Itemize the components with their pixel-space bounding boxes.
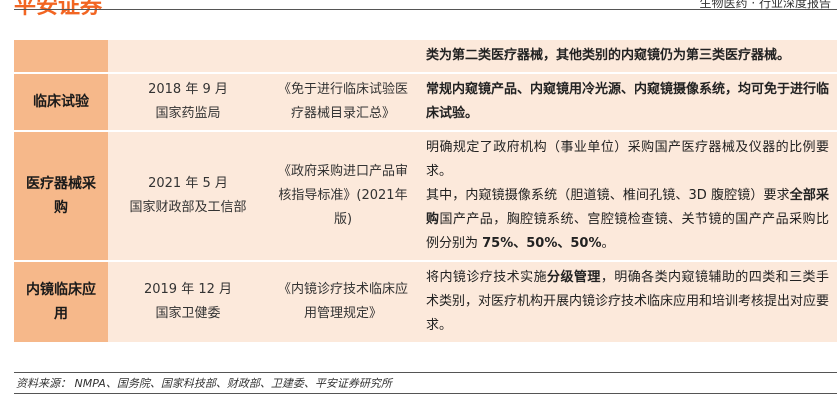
content-text: 分级管理 xyxy=(547,270,601,285)
content-paragraph: 其中，内窥镜摄像系统（胆道镜、椎间孔镜、3D 腹腔镜）要求全部采购国产产品，胸腔… xyxy=(426,184,829,256)
content-text: 国产产品，胸腔镜系统、宫腔镜检查镜、关节镜的国产产品采购比例分别为 xyxy=(426,212,829,251)
report-type: 生物医药 · 行业深度报告 xyxy=(699,0,831,10)
agency: 国家药监局 xyxy=(155,106,221,121)
content-paragraph: 明确规定了政府机构（事业单位）采购国产医疗器械及仪器的比例要求。 xyxy=(426,136,829,184)
content-text: 明确规定了政府机构（事业单位）采购国产医疗器械及仪器的比例要求。 xyxy=(426,140,829,179)
content-text: ，明确各类内窥镜辅助的四类和三类手术类别，对医疗机构开展内镜诊疗技术临床应用和培… xyxy=(426,270,830,333)
content-text: 类为第二类医疗器械，其他类别的内窥镜仍为第三类医疗器械。 xyxy=(426,48,791,63)
table-row: 临床试验 2018 年 9 月国家药监局 《免于进行临床试验医疗器械目录汇总》 常规内… xyxy=(14,74,837,130)
document-cell: 《政府采购进口产品审核指导标准》(2021年版) xyxy=(268,132,418,260)
content-paragraph: 类为第二类医疗器械，其他类别的内窥镜仍为第三类医疗器械。 xyxy=(426,44,829,68)
content-cell: 明确规定了政府机构（事业单位）采购国产医疗器械及仪器的比例要求。其中，内窥镜摄像… xyxy=(418,132,837,260)
table-body: 类为第二类医疗器械，其他类别的内窥镜仍为第三类医疗器械。临床试验 2018 年 9… xyxy=(14,40,837,342)
document-cell: 《免于进行临床试验医疗器械目录汇总》 xyxy=(268,74,418,130)
source-note: 资料来源： NMPA、国务院、国家科技部、财政部、卫建委、平安证券研究所 xyxy=(16,377,392,390)
policy-table: 类为第二类医疗器械，其他类别的内窥镜仍为第三类医疗器械。临床试验 2018 年 9… xyxy=(14,38,837,344)
header-rule xyxy=(14,9,837,10)
content-cell: 常规内窥镜产品、内窥镜用冷光源、内窥镜摄像系统，均可免于进行临床试验。 xyxy=(418,74,837,130)
document-cell: 《内镜诊疗技术临床应用管理规定》 xyxy=(268,262,418,342)
content-paragraph: 常规内窥镜产品、内窥镜用冷光源、内窥镜摄像系统，均可免于进行临床试验。 xyxy=(426,78,829,126)
category: 医疗器械采购 xyxy=(26,176,96,216)
content-text: 将内镜诊疗技术实施 xyxy=(426,270,548,285)
document: 《政府采购进口产品审核指导标准》(2021年版) xyxy=(277,164,408,227)
logo: 平安证券 xyxy=(14,0,103,19)
table-row: 类为第二类医疗器械，其他类别的内窥镜仍为第三类医疗器械。 xyxy=(14,40,837,72)
date: 2019 年 12 月 xyxy=(143,282,233,297)
category: 内镜临床应用 xyxy=(26,282,96,322)
date: 2018 年 9 月 xyxy=(148,82,228,97)
table-row: 医疗器械采购 2021 年 5 月国家财政部及工信部 《政府采购进口产品审核指导标准… xyxy=(14,132,837,260)
content-paragraph: 将内镜诊疗技术实施分级管理，明确各类内窥镜辅助的四类和三类手术类别，对医疗机构开… xyxy=(426,266,829,338)
content-text: 75%、50%、50% xyxy=(482,236,602,251)
content-cell: 将内镜诊疗技术实施分级管理，明确各类内窥镜辅助的四类和三类手术类别，对医疗机构开… xyxy=(418,262,837,342)
issuer-cell: 2018 年 9 月国家药监局 xyxy=(108,74,268,130)
document: 《免于进行临床试验医疗器械目录汇总》 xyxy=(277,82,408,121)
content-text: 其中，内窥镜摄像系统（胆道镜、椎间孔镜、3D 腹腔镜）要求 xyxy=(426,188,790,203)
content-cell: 类为第二类医疗器械，其他类别的内窥镜仍为第三类医疗器械。 xyxy=(418,40,837,72)
category-cell: 医疗器械采购 xyxy=(14,132,108,260)
document-cell xyxy=(268,40,418,72)
content-text: 全部采购 xyxy=(426,188,829,227)
content-text: 。 xyxy=(601,236,615,251)
issuer-cell: 2019 年 12 月国家卫健委 xyxy=(108,262,268,342)
issuer-cell xyxy=(108,40,268,72)
source-rule-top xyxy=(14,372,837,373)
category-cell xyxy=(14,40,108,72)
issuer-cell: 2021 年 5 月国家财政部及工信部 xyxy=(108,132,268,260)
content-text: 常规内窥镜产品、内窥镜用冷光源、内窥镜摄像系统，均可免于进行临床试验。 xyxy=(426,82,830,121)
table-row: 内镜临床应用 2019 年 12 月国家卫健委 《内镜诊疗技术临床应用管理规定》 将内… xyxy=(14,262,837,342)
date: 2021 年 5 月 xyxy=(148,176,228,191)
document: 《内镜诊疗技术临床应用管理规定》 xyxy=(277,282,408,321)
agency: 国家卫健委 xyxy=(155,306,221,321)
category: 临床试验 xyxy=(33,94,89,110)
agency: 国家财政部及工信部 xyxy=(129,200,247,215)
category-cell: 临床试验 xyxy=(14,74,108,130)
source-rule-bottom xyxy=(14,393,837,394)
category-cell: 内镜临床应用 xyxy=(14,262,108,342)
